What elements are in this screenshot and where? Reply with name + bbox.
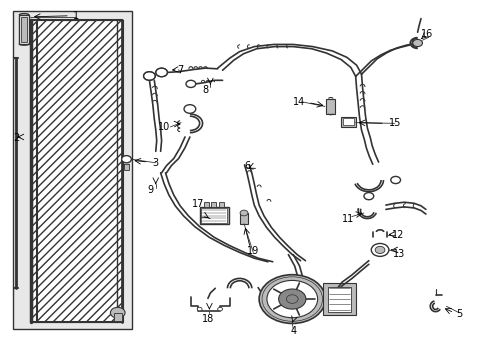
Circle shape: [370, 243, 388, 256]
Circle shape: [217, 307, 222, 311]
Circle shape: [122, 156, 131, 163]
Bar: [218, 202, 223, 207]
Bar: [203, 202, 208, 207]
Circle shape: [156, 68, 167, 77]
Text: 16: 16: [420, 29, 432, 39]
Text: 14: 14: [292, 97, 305, 107]
Text: 9: 9: [147, 185, 154, 195]
Text: 6: 6: [244, 161, 249, 171]
Text: 4: 4: [289, 326, 296, 336]
Bar: [124, 164, 129, 170]
Bar: [32, 21, 122, 321]
Circle shape: [240, 210, 247, 216]
Bar: [114, 313, 122, 320]
Text: 5: 5: [455, 310, 461, 319]
Bar: [19, 15, 29, 44]
Bar: [239, 213, 248, 224]
Text: 19: 19: [246, 246, 259, 256]
Circle shape: [259, 275, 325, 323]
Text: 1: 1: [73, 11, 79, 21]
Text: 10: 10: [158, 122, 170, 132]
Circle shape: [363, 193, 373, 200]
Circle shape: [143, 72, 155, 80]
Bar: [201, 208, 227, 223]
Text: 12: 12: [391, 230, 404, 239]
Circle shape: [183, 105, 195, 113]
Bar: [323, 283, 355, 315]
Bar: [340, 117, 355, 127]
Text: 11: 11: [341, 214, 353, 224]
Bar: [326, 99, 334, 114]
Text: 3: 3: [152, 158, 159, 168]
Text: 18: 18: [202, 314, 214, 324]
Text: 15: 15: [387, 118, 400, 128]
Text: 2: 2: [14, 133, 20, 143]
Text: 17: 17: [192, 199, 204, 210]
Bar: [199, 207, 228, 224]
Bar: [327, 287, 350, 312]
Circle shape: [185, 80, 195, 87]
Circle shape: [374, 246, 384, 253]
Circle shape: [110, 307, 125, 318]
Text: 7: 7: [177, 64, 183, 75]
Bar: [21, 17, 27, 42]
Bar: [13, 12, 132, 329]
Bar: [211, 202, 216, 207]
Circle shape: [278, 289, 305, 309]
Circle shape: [286, 295, 298, 303]
Bar: [342, 118, 353, 126]
Circle shape: [390, 176, 400, 184]
Text: 13: 13: [393, 248, 405, 258]
Circle shape: [412, 40, 422, 46]
Text: 8: 8: [202, 85, 208, 95]
Circle shape: [266, 280, 317, 318]
Circle shape: [197, 307, 202, 311]
